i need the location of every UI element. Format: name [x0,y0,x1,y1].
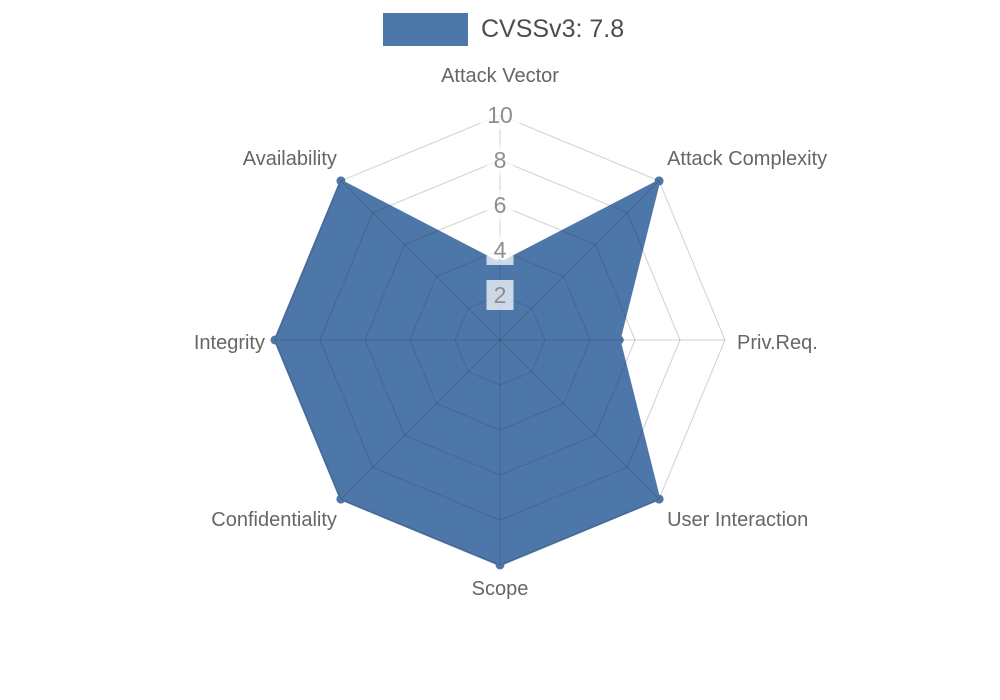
tick-label-box [486,280,514,310]
grid-ring [319,159,681,521]
series-polygon [270,176,664,570]
legend-label: CVSSv3: 7.8 [481,15,625,43]
axis-label: User Interaction [667,509,808,531]
data-point-marker [336,176,346,186]
tick-label-box [486,235,514,265]
data-point-marker [495,560,505,570]
tick-label-box [486,145,514,175]
tick-label: 8 [494,147,507,173]
axis-label: Priv.Req. [737,332,818,354]
grid-ring [364,204,636,476]
grid-spoke [499,180,660,341]
data-point-marker [270,335,280,345]
data-point-marker [654,494,664,504]
legend-swatch [383,13,468,46]
legend-item[interactable]: CVSSv3: 7.8 [383,13,624,46]
grid-ring [409,249,591,431]
axis-labels: Attack Vector Attack Complexity Priv.Req. U… [194,65,827,600]
grid-ring [274,114,726,566]
radar-grid [274,114,726,566]
tick-label: 4 [494,237,507,263]
axis-label: Attack Complexity [667,148,827,170]
data-point-marker [336,494,346,504]
axis-label: Scope [472,578,529,600]
tick-label: 2 [494,282,507,308]
axis-label: Attack Vector [441,65,559,87]
axis-label: Availability [243,148,337,170]
data-point-marker [614,335,624,345]
data-point-marker [654,176,664,186]
tick-label: 10 [487,102,513,128]
tick-label-box [486,190,514,220]
grid-spoke [340,339,501,500]
axis-label: Integrity [194,332,265,354]
grid-ring [454,294,546,386]
axis-label: Confidentiality [211,509,337,531]
radial-tick-labels: 2 4 6 8 10 [480,100,520,310]
tick-label-box [480,100,520,130]
grid-spoke [340,180,501,341]
grid-spoke [499,339,660,500]
tick-label: 6 [494,192,507,218]
